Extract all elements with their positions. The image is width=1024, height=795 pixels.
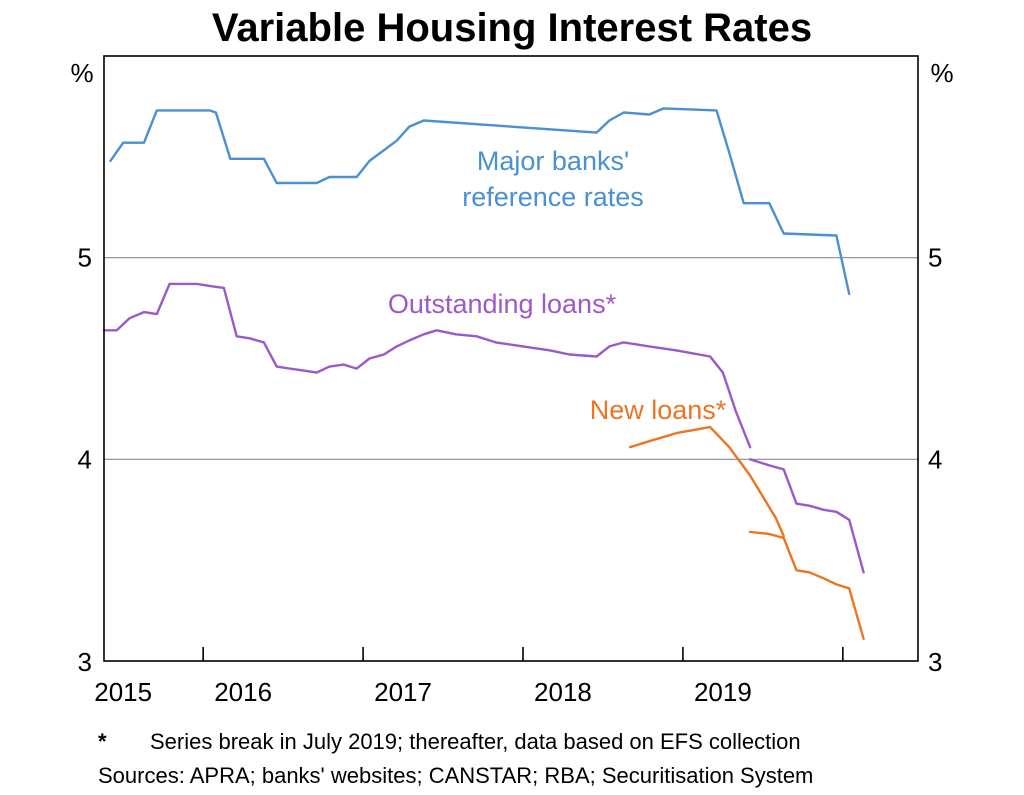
series-label: Major banks' (477, 146, 629, 176)
y-tick-label-left: 5 (78, 243, 92, 273)
y-tick-label-left: 4 (78, 444, 92, 474)
series-line-outstanding-loans-post-break (748, 458, 865, 574)
series-label: Outstanding loans* (388, 289, 617, 319)
series-annotations: Major banks' reference rates Outstanding l… (388, 146, 727, 425)
x-tick-label-2015: 2015 (94, 677, 152, 707)
series-break-text: Series break in July 2019; thereafter, d… (150, 729, 801, 754)
series-label: reference rates (462, 182, 644, 212)
sources-note: Sources: APRA; banks' websites; CANSTAR;… (98, 763, 814, 788)
y-tick-label-right: 3 (928, 647, 942, 677)
series-label: New loans* (590, 395, 727, 425)
chart-title: Variable Housing Interest Rates (211, 6, 813, 50)
y-unit-left: % (70, 58, 93, 88)
series-line-new-loans (628, 425, 785, 538)
x-tick-label-2017: 2017 (374, 677, 432, 707)
plot-frame (103, 55, 919, 662)
series-lines (102, 107, 865, 640)
footnote-star: * (98, 729, 107, 754)
y-tick-label-right: 4 (928, 444, 942, 474)
axis-ticks (202, 647, 844, 661)
series-line-outstanding-loans (102, 282, 752, 449)
y-tick-label-left: 3 (78, 647, 92, 677)
y-tick-label-right: 5 (928, 243, 942, 273)
series-line-major-banks-reference-rates (109, 107, 851, 296)
series-break-note: * Series break in July 2019; thereafter, … (98, 729, 801, 755)
y-unit-right: % (930, 58, 953, 88)
gridlines (104, 257, 918, 460)
x-tick-label-2016: 2016 (214, 677, 272, 707)
series-line-new-loans-post-break (748, 530, 865, 640)
x-tick-label-2018: 2018 (534, 677, 592, 707)
x-tick-label-2019: 2019 (694, 677, 752, 707)
axis-labels: 3 3 4 4 5 5% % 2015 2016 2017 2018 2019 (70, 58, 953, 707)
